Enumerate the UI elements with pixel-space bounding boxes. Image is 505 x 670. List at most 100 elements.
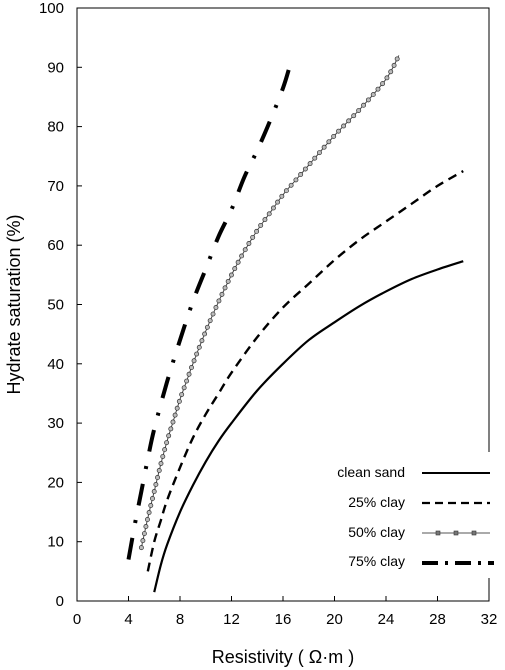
series-marker <box>317 150 322 156</box>
series-marker <box>394 56 400 62</box>
y-axis-title: Hydrate saturation (%) <box>4 214 24 394</box>
series-marker <box>145 517 150 522</box>
legend-label-75-clay: 75% clay <box>348 553 405 569</box>
x-tick-label: 12 <box>223 611 240 628</box>
series-marker <box>194 351 200 357</box>
series-marker <box>235 259 241 265</box>
series-marker <box>331 133 337 139</box>
series-marker <box>160 454 166 459</box>
series-marker <box>266 211 272 217</box>
series-marker <box>202 331 208 337</box>
series-marker <box>246 241 252 246</box>
series-marker <box>196 344 202 350</box>
series-marker <box>275 199 281 205</box>
y-tick-label: 40 <box>47 356 64 373</box>
series-marker <box>293 177 299 183</box>
x-tick-label: 4 <box>124 611 132 628</box>
series-marker <box>164 440 170 446</box>
series-marker <box>216 298 222 304</box>
series-marker <box>312 155 318 161</box>
x-tick-label: 8 <box>176 611 184 628</box>
series-marker <box>222 285 228 291</box>
y-tick-label: 90 <box>47 59 64 76</box>
y-tick-label: 60 <box>47 237 64 254</box>
series-marker <box>176 398 182 404</box>
series-marker <box>225 278 231 284</box>
series-marker <box>162 447 168 453</box>
series-marker <box>189 365 194 370</box>
series-marker <box>326 139 332 145</box>
series-marker <box>143 524 149 529</box>
series-marker <box>279 193 285 199</box>
x-tick-label: 28 <box>429 611 446 628</box>
series-marker <box>365 97 371 103</box>
series-marker <box>156 468 162 473</box>
y-tick-label: 0 <box>56 593 64 610</box>
series-marker <box>288 182 294 188</box>
x-axis-title: Resistivity ( Ω·m ) <box>212 647 354 667</box>
series-marker <box>254 228 260 234</box>
series-marker <box>174 405 180 411</box>
series-marker <box>258 222 264 228</box>
series-marker <box>151 489 157 494</box>
y-tick-label: 30 <box>47 415 64 432</box>
series-marker <box>199 338 205 344</box>
series-marker <box>361 102 366 108</box>
series-marker <box>346 118 352 124</box>
series-marker <box>375 86 381 92</box>
series-line-1 <box>146 170 464 572</box>
x-tick-label: 20 <box>326 611 343 628</box>
series-marker <box>232 266 238 272</box>
series-line-3 <box>126 66 292 560</box>
series-marker <box>370 92 376 98</box>
series-marker <box>140 538 146 544</box>
y-tick-label: 100 <box>39 0 64 17</box>
y-tick-label: 10 <box>47 534 64 551</box>
series-marker <box>148 503 154 508</box>
series-marker <box>341 123 347 129</box>
series-marker <box>186 371 192 377</box>
series-marker <box>168 426 174 432</box>
series-marker <box>239 253 245 259</box>
series-marker <box>166 433 172 439</box>
series-marker <box>158 461 164 466</box>
series-marker <box>302 166 308 172</box>
series-marker <box>270 205 276 211</box>
legend: clean sand 25% clay 50% clay 75% clay <box>308 452 496 578</box>
legend-label-clean-sand: clean sand <box>337 464 405 480</box>
x-tick-label: 16 <box>275 611 292 628</box>
series-marker <box>388 69 394 75</box>
legend-line-50-clay <box>422 530 490 536</box>
series-marker <box>191 358 197 364</box>
series-marker <box>155 475 160 480</box>
series-marker <box>210 311 216 317</box>
series-marker <box>336 128 342 134</box>
series-marker <box>204 324 210 330</box>
series-marker <box>250 234 256 240</box>
series-marker <box>172 412 178 418</box>
series-marker <box>298 172 304 177</box>
series-marker <box>228 272 234 278</box>
series-marker <box>384 75 390 81</box>
y-tick-label: 80 <box>47 119 64 136</box>
series-marker <box>181 385 187 391</box>
series-marker <box>153 482 159 487</box>
series-marker <box>184 378 190 384</box>
y-tick-label: 70 <box>47 178 64 195</box>
series-marker <box>146 510 152 515</box>
series-marker <box>262 217 268 223</box>
y-tick-label: 20 <box>47 474 64 491</box>
series-marker <box>242 247 248 253</box>
series-marker <box>356 108 362 113</box>
series-line-0 <box>153 260 464 593</box>
series-marker <box>138 545 144 551</box>
series-layer <box>126 55 464 593</box>
series-marker <box>141 531 147 537</box>
y-tick-label: 50 <box>47 297 64 314</box>
series-marker <box>170 419 176 425</box>
series-marker <box>391 62 397 68</box>
series-marker <box>351 113 357 119</box>
series-marker <box>150 496 155 501</box>
series-marker <box>179 392 185 397</box>
